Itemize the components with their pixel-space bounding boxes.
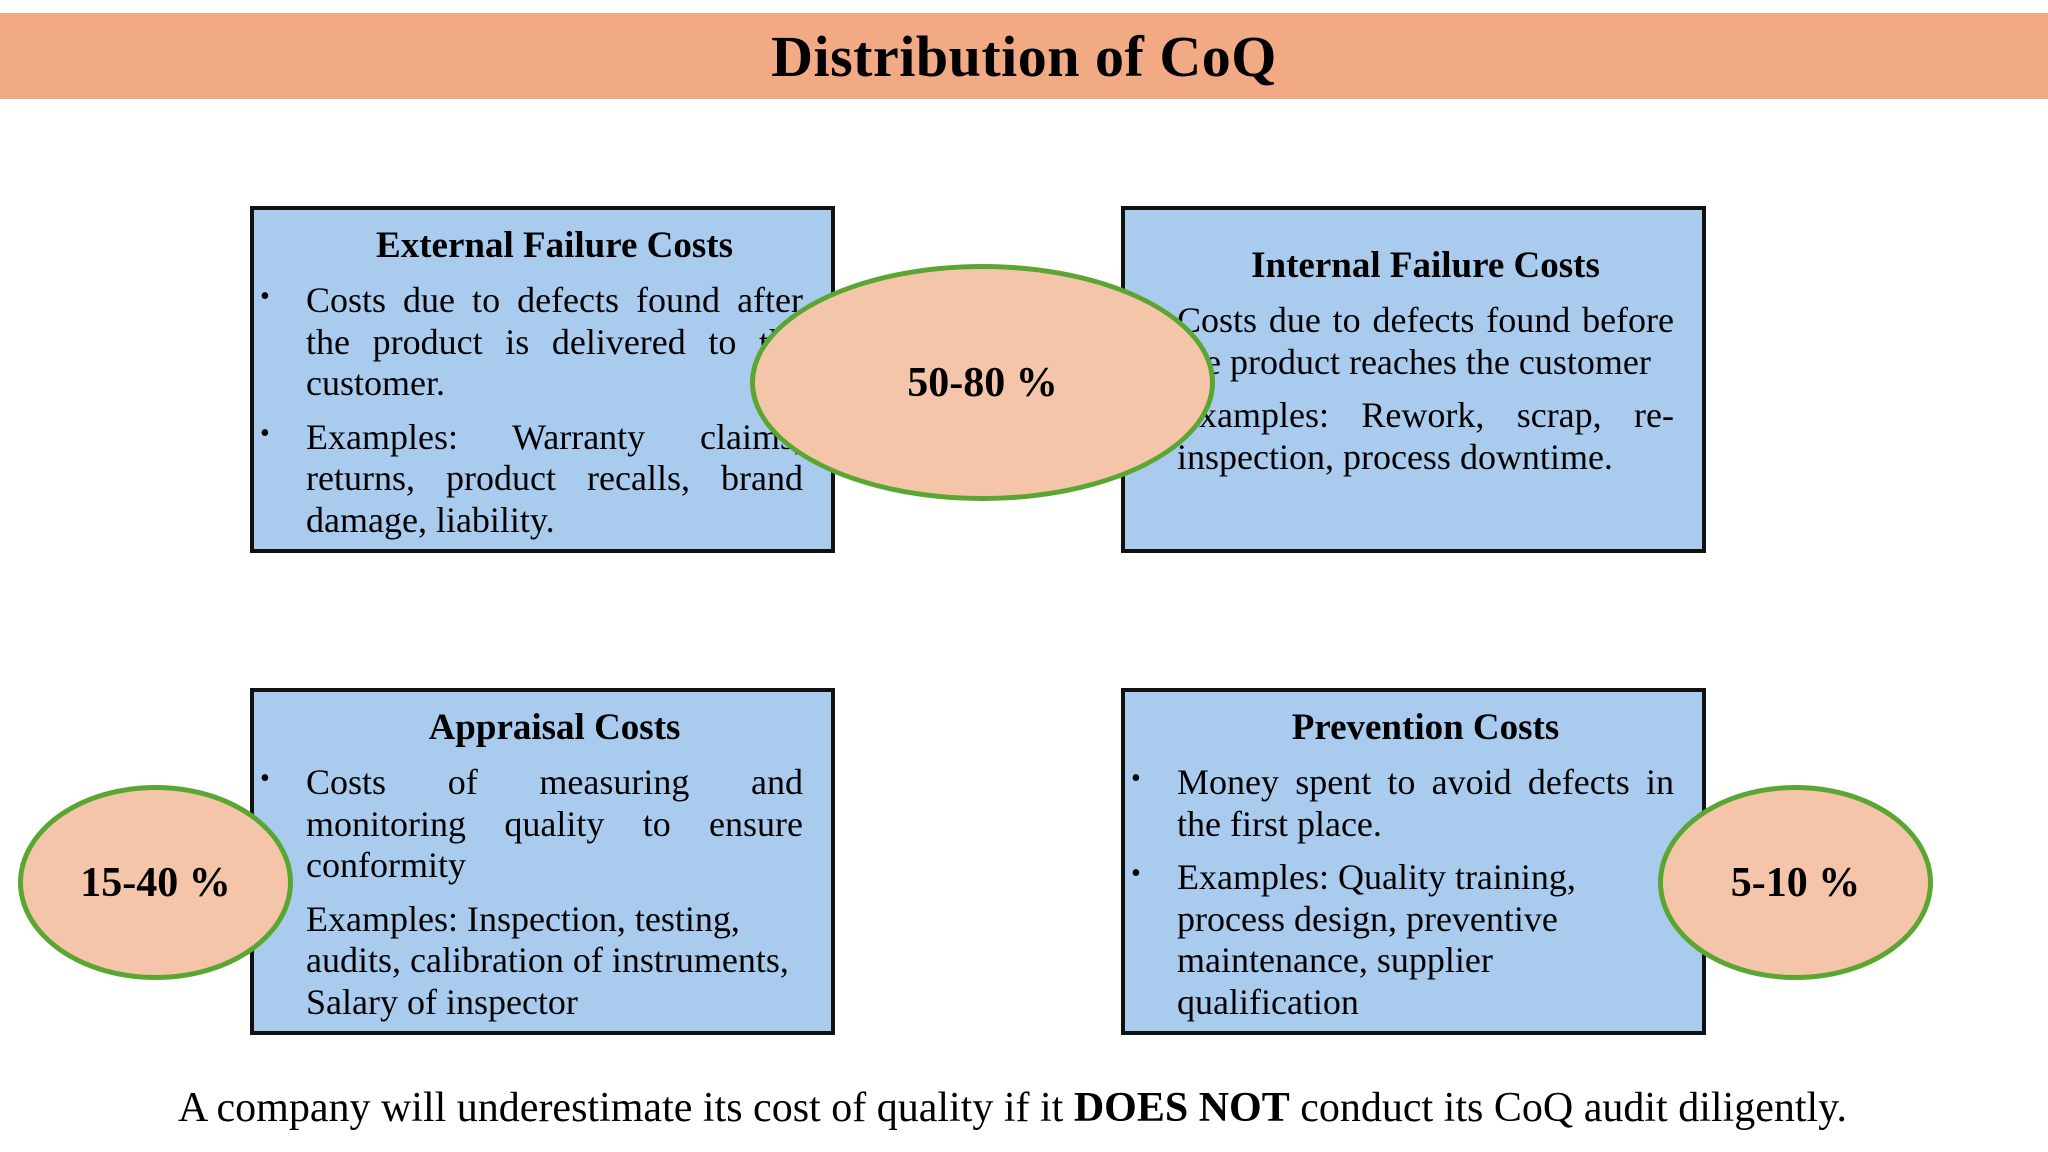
- bullet-icon: •: [260, 763, 270, 794]
- bullet-item: • Costs due to defects found after the pr…: [260, 280, 803, 405]
- appraisal-percentage-oval: 15-40 %: [18, 785, 293, 980]
- bullet-item: • Costs of measuring and monitoring quali…: [260, 762, 803, 887]
- bullet-icon: •: [1131, 763, 1141, 794]
- card-heading: Appraisal Costs: [428, 707, 681, 748]
- internal-failure-card: Internal Failure Costs •Costs due to def…: [1121, 206, 1706, 553]
- bullet-icon: •: [260, 281, 270, 312]
- bullet-item: • Examples: Quality training, process des…: [1131, 857, 1674, 1023]
- bullet-item: •Examples: Inspection, testing, audits, …: [260, 899, 803, 1024]
- external-failure-card: External Failure Costs • Costs due to def…: [250, 206, 835, 553]
- footer-emphasis: DOES NOT: [1073, 1085, 1290, 1131]
- percentage-label: 50-80 %: [907, 359, 1058, 406]
- title-bar: Distribution of CoQ: [0, 13, 2048, 99]
- bullet-icon: •: [1131, 858, 1141, 889]
- percentage-label: 15-40 %: [80, 859, 231, 906]
- bullet-item: •Costs due to defects found before the p…: [1131, 300, 1674, 383]
- footer-statement: A company will underestimate its cost of…: [178, 1085, 1847, 1131]
- prevention-percentage-oval: 5-10 %: [1658, 785, 1933, 980]
- bullet-item: • Money spent to avoid defects in the fir…: [1131, 762, 1674, 845]
- percentage-label: 5-10 %: [1730, 859, 1861, 906]
- bullet-item: •Examples: Rework, scrap, re-inspection,…: [1131, 395, 1674, 478]
- failure-percentage-oval: 50-80 %: [750, 264, 1215, 501]
- bullet-icon: •: [260, 417, 270, 449]
- card-heading: External Failure Costs: [376, 225, 733, 266]
- page-title: Distribution of CoQ: [771, 23, 1277, 89]
- prevention-card: Prevention Costs • Money spent to avoid d…: [1121, 688, 1706, 1035]
- bullet-item: • Examples: Warranty claims, returns, pro…: [260, 417, 803, 542]
- appraisal-card: Appraisal Costs • Costs of measuring and …: [250, 688, 835, 1035]
- card-heading: Internal Failure Costs: [1251, 245, 1600, 286]
- card-heading: Prevention Costs: [1291, 707, 1560, 748]
